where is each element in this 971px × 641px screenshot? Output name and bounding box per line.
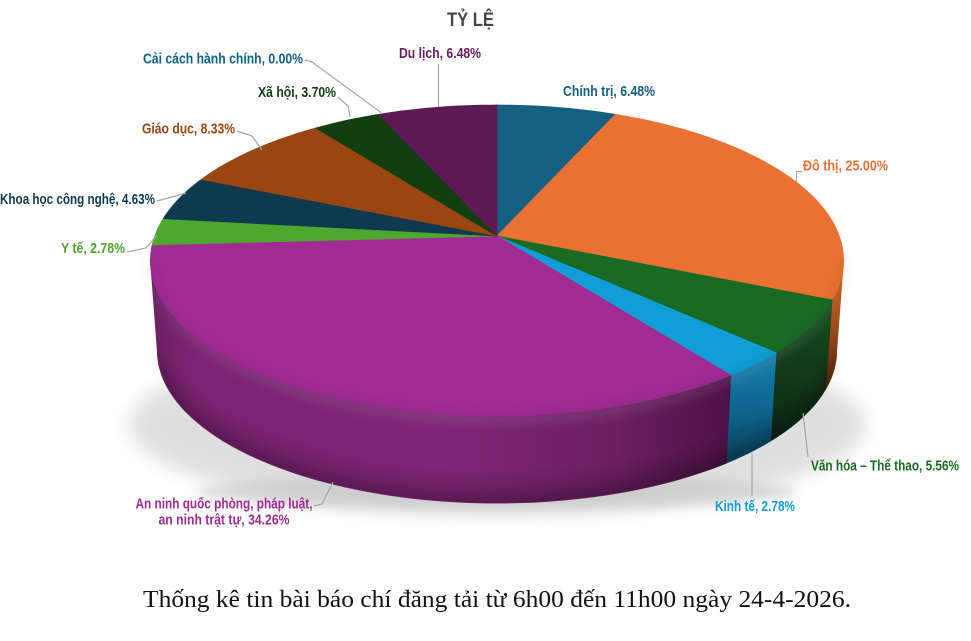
svg-text:Cải cách hành chính, 0.00%: Cải cách hành chính, 0.00% [143,51,303,68]
svg-text:An ninh quốc phòng, pháp luật,: An ninh quốc phòng, pháp luật, [136,496,313,513]
svg-text:Giáo dục, 8.33%: Giáo dục, 8.33% [142,121,235,138]
svg-text:an ninh trật tự, 34.26%: an ninh trật tự, 34.26% [159,512,290,529]
svg-text:TỶ LỆ: TỶ LỆ [447,7,494,31]
svg-text:Du lịch, 6.48%: Du lịch, 6.48% [399,45,481,62]
svg-text:Y tế, 2.78%: Y tế, 2.78% [61,240,125,257]
svg-text:Xã hội, 3.70%: Xã hội, 3.70% [258,84,336,101]
svg-text:Văn hóa – Thể thao, 5.56%: Văn hóa – Thể thao, 5.56% [811,458,959,475]
svg-text:Chính trị, 6.48%: Chính trị, 6.48% [563,83,655,100]
svg-text:Đô thị, 25.00%: Đô thị, 25.00% [803,158,888,175]
svg-text:Thống kê tin bài báo chí đăng: Thống kê tin bài báo chí đăng tải từ 6h0… [143,587,851,613]
svg-text:Khoa học công nghệ, 4.63%: Khoa học công nghệ, 4.63% [0,191,155,208]
svg-text:Kinh tế, 2.78%: Kinh tế, 2.78% [715,498,795,515]
